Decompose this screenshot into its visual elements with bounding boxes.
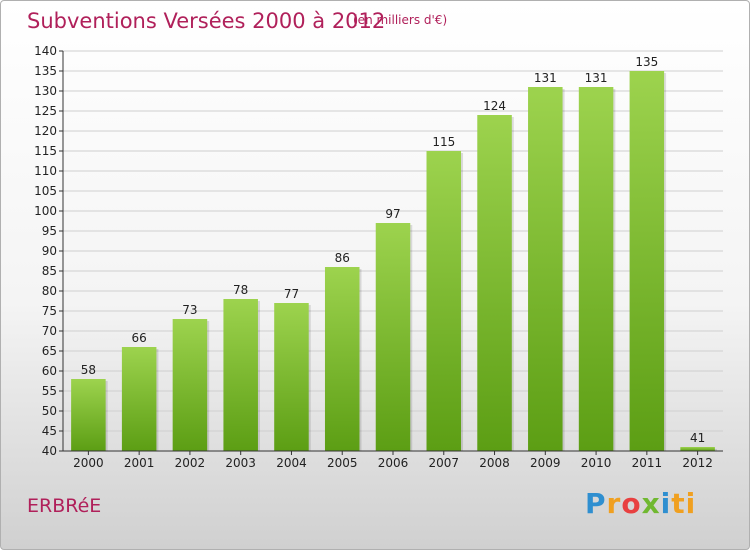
- bar: [121, 347, 157, 451]
- y-tick-label: 45: [42, 424, 57, 438]
- bar-value-label: 131: [585, 71, 608, 85]
- x-tick-label: 2008: [479, 456, 510, 470]
- y-tick-label: 80: [42, 284, 57, 298]
- y-tick-label: 75: [42, 304, 57, 318]
- bar: [578, 87, 614, 451]
- bar-value-label: 115: [432, 135, 455, 149]
- x-tick-label: 2002: [175, 456, 206, 470]
- y-tick-label: 140: [34, 44, 57, 58]
- x-tick-label: 2011: [632, 456, 663, 470]
- chart-title: Subventions Versées 2000 à 2012: [27, 9, 386, 33]
- y-tick-label: 50: [42, 404, 57, 418]
- bar: [274, 303, 309, 451]
- y-tick-label: 105: [34, 184, 57, 198]
- bar-value-label: 41: [690, 431, 705, 445]
- bar-value-label: 135: [635, 55, 658, 69]
- proxiti-logo: Proxiti: [585, 487, 697, 520]
- bar-value-label: 66: [132, 331, 147, 345]
- y-tick-label: 70: [42, 324, 57, 338]
- bar: [426, 151, 462, 451]
- y-tick-label: 110: [34, 164, 57, 178]
- y-tick-label: 115: [34, 144, 57, 158]
- x-tick-label: 2004: [276, 456, 307, 470]
- x-tick-label: 2009: [530, 456, 561, 470]
- bar: [223, 299, 258, 451]
- x-tick-label: 2006: [378, 456, 409, 470]
- x-tick-label: 2003: [225, 456, 256, 470]
- bar: [477, 115, 512, 451]
- y-tick-label: 135: [34, 64, 57, 78]
- bar-value-label: 77: [284, 287, 299, 301]
- x-tick-label: 2007: [428, 456, 459, 470]
- bar: [324, 267, 360, 451]
- x-tick-label: 2001: [124, 456, 155, 470]
- y-tick-label: 120: [34, 124, 57, 138]
- bar: [629, 71, 665, 451]
- bar-value-label: 78: [233, 283, 248, 297]
- x-tick-label: 2000: [73, 456, 104, 470]
- commune-name: ERBRéE: [27, 495, 102, 517]
- y-tick-label: 55: [42, 384, 57, 398]
- bar: [528, 87, 563, 451]
- bar-value-label: 131: [534, 71, 557, 85]
- x-tick-label: 2005: [327, 456, 358, 470]
- y-tick-label: 85: [42, 264, 57, 278]
- y-tick-label: 40: [42, 444, 57, 458]
- bar: [375, 223, 411, 451]
- y-tick-label: 60: [42, 364, 57, 378]
- y-tick-label: 130: [34, 84, 57, 98]
- y-tick-label: 90: [42, 244, 57, 258]
- bar-value-label: 124: [483, 99, 506, 113]
- bar-value-label: 97: [385, 207, 400, 221]
- y-tick-label: 125: [34, 104, 57, 118]
- bar-value-label: 86: [335, 251, 350, 265]
- x-tick-label: 2010: [581, 456, 612, 470]
- bar-value-label: 58: [81, 363, 96, 377]
- bar: [680, 447, 715, 451]
- bar: [172, 319, 208, 451]
- y-tick-label: 100: [34, 204, 57, 218]
- y-tick-label: 95: [42, 224, 57, 238]
- y-tick-label: 65: [42, 344, 57, 358]
- unit-label: (en milliers d'€): [353, 13, 448, 27]
- bar: [71, 379, 106, 451]
- bar-value-label: 73: [182, 303, 197, 317]
- x-tick-label: 2012: [682, 456, 713, 470]
